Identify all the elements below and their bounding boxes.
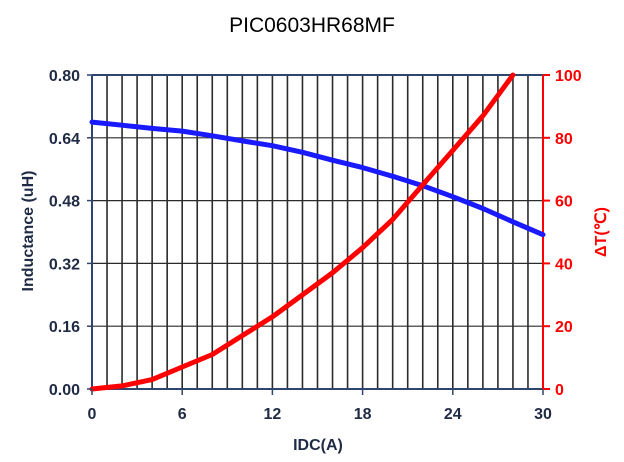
y-right-tick-label: 0 bbox=[555, 382, 564, 399]
y-right-tick-label: 60 bbox=[555, 194, 573, 211]
series-line-temperature bbox=[89, 72, 516, 392]
y-right-tick-label: 40 bbox=[555, 256, 573, 273]
x-axis-label: IDC(A) bbox=[293, 437, 343, 454]
chart-title: PIC0603HR68MF bbox=[229, 14, 395, 37]
y-right-tick-label: 100 bbox=[555, 68, 582, 85]
x-tick-label: 0 bbox=[88, 406, 97, 423]
y-right-tick-label: 80 bbox=[555, 131, 573, 148]
x-tick-label: 12 bbox=[264, 406, 282, 423]
y-left-axis-label: Inductance (uH) bbox=[20, 171, 37, 292]
y-left-tick-label: 0.80 bbox=[49, 68, 80, 85]
y-left-tick-label: 0.16 bbox=[49, 319, 80, 336]
y-left-tick-label: 0.64 bbox=[49, 131, 80, 148]
series-line-inductance bbox=[89, 119, 546, 238]
y-right-axis-label: ΔT(℃) bbox=[593, 207, 610, 257]
y-left-tick-label: 0.00 bbox=[49, 382, 80, 399]
grid bbox=[92, 75, 543, 389]
y-left-tick-label: 0.48 bbox=[49, 194, 80, 211]
series-layer bbox=[89, 72, 546, 392]
x-tick-label: 18 bbox=[354, 406, 372, 423]
x-tick-label: 24 bbox=[444, 406, 462, 423]
x-tick-label: 30 bbox=[534, 406, 552, 423]
x-tick-label: 6 bbox=[178, 406, 187, 423]
y-left-tick-label: 0.32 bbox=[49, 256, 80, 273]
y-right-tick-label: 20 bbox=[555, 319, 573, 336]
ticks-layer: 0 6 12 18 24 30 0.00 0.16 0.32 0.48 0.64 0.80 0 20 40 6… bbox=[49, 68, 582, 423]
